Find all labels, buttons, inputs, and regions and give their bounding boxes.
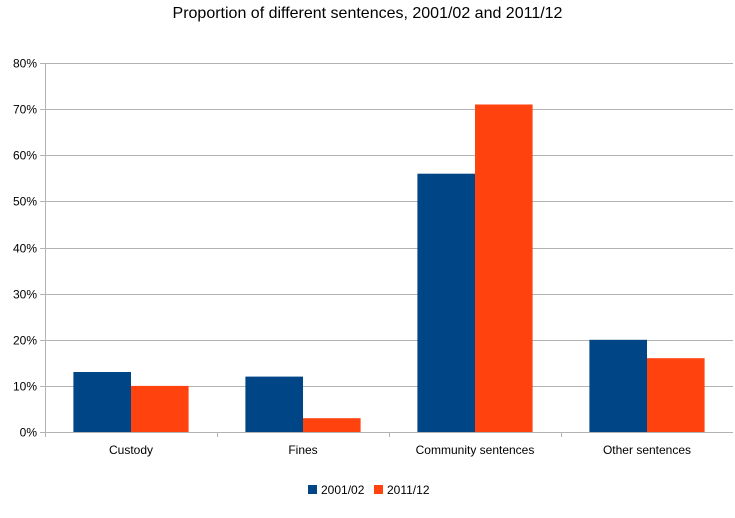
x-tick-label: Other sentences: [603, 443, 691, 457]
axes: [45, 63, 733, 437]
y-tick-label: 70%: [13, 103, 37, 117]
x-axis-tick-labels: Custody Fines Community sentences Other sen…: [109, 443, 691, 457]
x-tick-label: Custody: [109, 443, 153, 457]
bar-2011-12-other-sentences: [647, 358, 705, 432]
bar-2001-02-custody: [73, 372, 131, 432]
legend: 2001/02 2011/12: [308, 483, 430, 497]
y-axis-tick-labels: 0% 10% 20% 30% 40% 50% 60% 70% 80%: [13, 57, 37, 440]
y-tick-label: 20%: [13, 334, 37, 348]
y-tick-label: 40%: [13, 242, 37, 256]
legend-swatch-2011-12: [374, 485, 383, 494]
x-tick-label: Fines: [288, 443, 317, 457]
y-tick-label: 80%: [13, 57, 37, 71]
y-tick-label: 60%: [13, 149, 37, 163]
bar-2011-12-custody: [131, 385, 189, 432]
legend-swatch-2001-02: [308, 485, 317, 494]
bar-2001-02-community-sentences: [417, 173, 475, 432]
bar-2011-12-community-sentences: [475, 104, 533, 432]
y-tick-label: 50%: [13, 195, 37, 209]
legend-label: 2001/02: [321, 483, 365, 497]
y-tick-label: 0%: [20, 426, 38, 440]
bar-2001-02-other-sentences: [589, 339, 647, 433]
bar-2011-12-fines: [303, 418, 361, 432]
bar-2001-02-fines: [245, 376, 303, 432]
x-tick-label: Community sentences: [416, 443, 535, 457]
y-tick-label: 10%: [13, 380, 37, 394]
bars: [73, 104, 705, 433]
y-tick-label: 30%: [13, 288, 37, 302]
chart-title: Proportion of different sentences, 2001/…: [173, 5, 563, 22]
legend-label: 2011/12: [387, 483, 430, 497]
